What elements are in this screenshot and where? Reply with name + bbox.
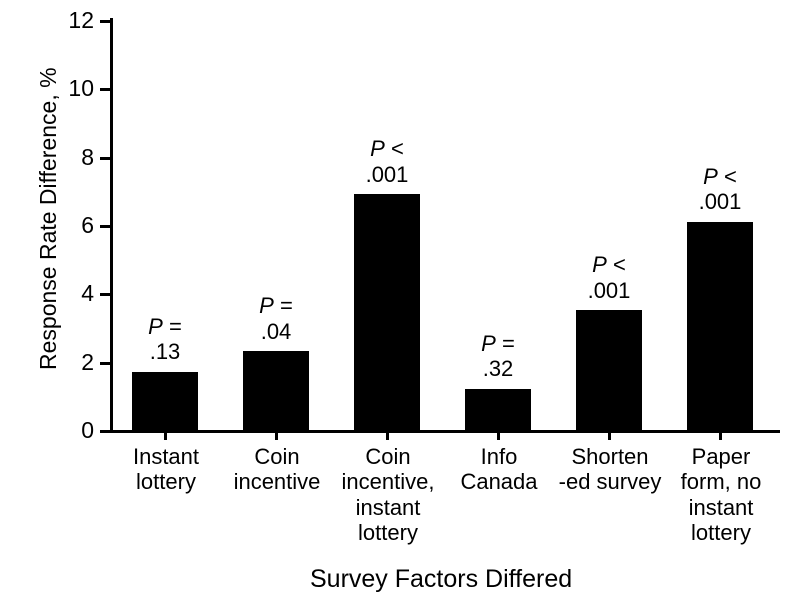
- bar: [687, 222, 753, 430]
- category-label: Paperform, noinstantlottery: [665, 444, 777, 545]
- bar: [576, 310, 642, 430]
- category-label: Coinincentive,instantlottery: [332, 444, 444, 545]
- y-tick: [100, 362, 110, 365]
- y-tick: [100, 157, 110, 160]
- x-axis-label: Survey Factors Differed: [310, 565, 572, 594]
- y-tick-label: 0: [50, 417, 94, 444]
- p-value-annotation: P =.13: [115, 314, 215, 365]
- y-tick: [100, 20, 110, 23]
- x-tick: [608, 430, 611, 440]
- y-tick: [100, 293, 110, 296]
- p-value-annotation: P =.04: [226, 293, 326, 344]
- category-label: Instantlottery: [110, 444, 222, 495]
- category-label: InfoCanada: [443, 444, 555, 495]
- p-value-annotation: P <.001: [670, 164, 770, 215]
- p-value-annotation: P <.001: [337, 136, 437, 187]
- y-tick-label: 12: [50, 7, 94, 34]
- category-label: Coinincentive: [221, 444, 333, 495]
- bar: [465, 389, 531, 430]
- x-tick: [164, 430, 167, 440]
- p-value-annotation: P =.32: [448, 331, 548, 382]
- bar: [354, 194, 420, 430]
- x-axis-line: [110, 430, 780, 433]
- y-tick: [100, 225, 110, 228]
- category-label: Shorten-ed survey: [554, 444, 666, 495]
- x-tick: [386, 430, 389, 440]
- p-value-annotation: P <.001: [559, 252, 659, 303]
- y-axis-label: Response Rate Difference, %: [35, 67, 62, 370]
- y-axis-line: [110, 18, 113, 432]
- y-tick: [100, 430, 110, 433]
- bar: [132, 372, 198, 430]
- x-tick: [719, 430, 722, 440]
- x-tick: [275, 430, 278, 440]
- y-tick: [100, 88, 110, 91]
- chart-stage: 024681012Response Rate Difference, %P =.…: [0, 0, 793, 609]
- x-tick: [497, 430, 500, 440]
- bar: [243, 351, 309, 430]
